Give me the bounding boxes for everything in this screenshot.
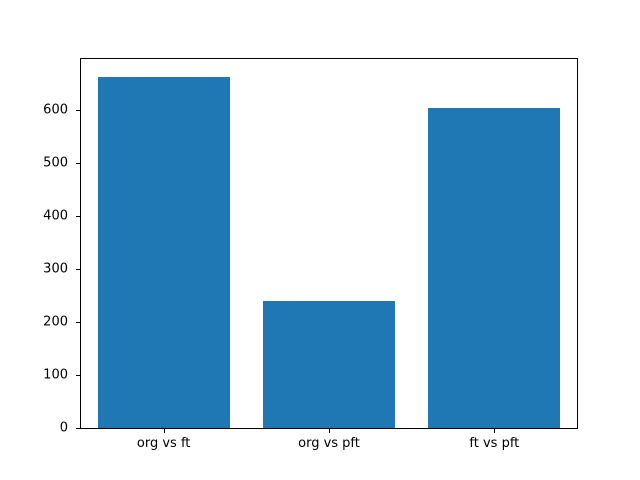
y-tick-mark [76, 162, 80, 164]
x-tick-mark [329, 429, 330, 433]
y-tick-mark [76, 215, 80, 217]
bar-ft-vs-pft [428, 107, 561, 428]
y-tick-label: 200 [43, 314, 68, 330]
y-tick-label: 100 [43, 367, 68, 383]
y-tick-mark [76, 109, 80, 111]
y-tick-label: 400 [43, 208, 68, 224]
y-tick-label: 600 [43, 102, 68, 118]
y-tick-mark [76, 268, 80, 270]
x-tick-mark [494, 429, 496, 433]
x-tick-label: org vs ft [136, 436, 191, 451]
y-tick-label: 0 [59, 420, 68, 436]
x-tick-label: ft vs pft [469, 436, 520, 451]
plot-area [80, 58, 578, 429]
x-tick-label: org vs pft [298, 436, 360, 451]
bar-org-vs-pft [262, 300, 396, 428]
y-tick-mark [76, 428, 80, 429]
y-tick-label: 500 [43, 155, 68, 171]
y-tick-mark [76, 321, 80, 323]
bar-org-vs-ft [97, 76, 230, 428]
y-tick-label: 300 [43, 261, 68, 277]
y-tick-mark [76, 374, 80, 376]
x-tick-mark [163, 429, 165, 433]
